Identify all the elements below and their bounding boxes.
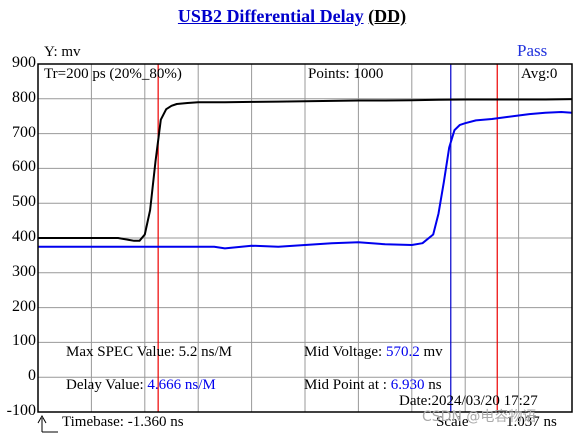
y-tick-label-8: 100 xyxy=(12,332,36,350)
chart-series xyxy=(38,98,573,250)
watermark: CSDN @电容物语 xyxy=(422,409,537,425)
y-tick-label-3: 600 xyxy=(12,158,36,176)
mid-point-unit: ns xyxy=(424,377,442,393)
timebase-arrow-icon xyxy=(37,414,58,433)
y-axis-label: Y: mv xyxy=(44,44,81,60)
mid-point-label: Mid Point at : xyxy=(304,377,391,393)
mid-voltage-unit: mv xyxy=(419,344,443,360)
scale-label: Scale xyxy=(436,414,469,430)
points-label: Points: 1000 xyxy=(308,66,384,82)
y-tick-label-10: -100 xyxy=(6,402,36,419)
rise-time-label: Tr=200 ps (20%_80%) xyxy=(44,66,182,82)
title-suffix: (DD) xyxy=(368,6,407,26)
mid-voltage-label: Mid Voltage: xyxy=(304,344,386,360)
y-tick-label-4: 500 xyxy=(12,193,36,211)
chart-title: USB2 Differential Delay (DD) xyxy=(0,6,584,27)
y-tick-label-7: 200 xyxy=(12,297,36,315)
max-spec-label: Max SPEC Value: xyxy=(66,344,179,360)
title-main: USB2 Differential Delay xyxy=(177,6,364,26)
delay-value: 4.666 ns/M xyxy=(147,377,216,393)
y-tick-label-9: 0 xyxy=(28,367,36,385)
y-tick-label-2: 700 xyxy=(12,123,36,141)
y-tick-label-1: 800 xyxy=(12,88,36,106)
mid-voltage-line: Mid Voltage: 570.2 mv xyxy=(304,344,443,361)
scale-value: 1.037 ns xyxy=(506,414,557,430)
mid-point-line: Mid Point at : 6.930 ns xyxy=(304,377,442,394)
plot-frame xyxy=(37,63,573,413)
delay-line: Delay Value: 4.666 ns/M xyxy=(66,377,216,394)
max-spec-value: 5.2 ns/M xyxy=(178,344,232,360)
status-pass: Pass xyxy=(517,41,548,60)
mid-point-value: 6.930 xyxy=(390,377,425,393)
date-label: Date:2024/03/20 17:27 xyxy=(399,393,538,409)
series-line-1 xyxy=(38,111,573,250)
mid-voltage-value: 570.2 xyxy=(385,344,420,360)
timebase-label: Timebase: -1.360 ns xyxy=(62,414,184,430)
series-line-0 xyxy=(38,98,573,242)
avg-label: Avg:0 xyxy=(521,66,558,82)
y-tick-label-6: 300 xyxy=(12,262,36,280)
delay-label: Delay Value: xyxy=(66,377,148,393)
max-spec-line: Max SPEC Value: 5.2 ns/M xyxy=(66,344,232,361)
y-tick-label-0: 900 xyxy=(12,54,36,71)
y-tick-label-5: 400 xyxy=(12,228,36,245)
chart-markers xyxy=(157,64,498,412)
